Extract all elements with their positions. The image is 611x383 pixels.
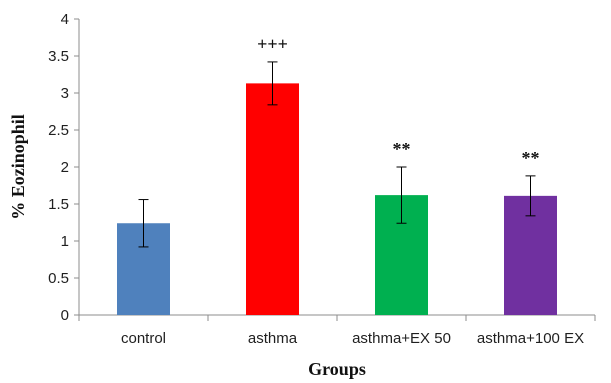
y-axis-title: % Eozinophil (8, 114, 28, 220)
x-axis-title: Groups (308, 359, 366, 379)
x-category-label: control (121, 330, 166, 347)
x-category-label: asthma+EX 50 (352, 330, 451, 347)
x-category-label: asthma+100 EX (477, 330, 584, 347)
y-tick-label: 1.5 (48, 196, 69, 213)
y-tick-label: 0 (61, 307, 69, 324)
y-tick-label: 0.5 (48, 270, 69, 287)
y-tick-label: 2.5 (48, 122, 69, 139)
y-tick-label: 2 (61, 159, 69, 176)
bar-1 (246, 83, 299, 315)
y-tick-label: 3 (61, 85, 69, 102)
y-tick-label: 1 (61, 233, 69, 250)
significance-label-2: ** (393, 139, 411, 159)
x-category-label: asthma (248, 330, 298, 347)
significance-label-1: +++ (257, 34, 288, 54)
significance-label-3: ** (522, 148, 540, 168)
y-tick-label: 3.5 (48, 48, 69, 65)
y-tick-label: 4 (61, 11, 69, 28)
